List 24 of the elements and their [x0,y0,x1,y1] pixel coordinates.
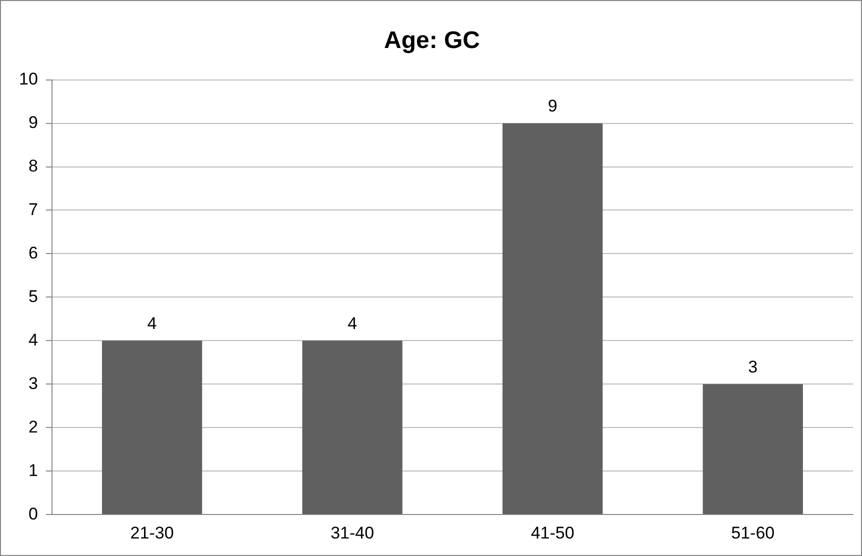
y-tick-label: 2 [28,417,38,436]
data-label: 4 [348,314,358,333]
y-tick-label: 1 [28,460,38,480]
x-tick-label: 51-60 [731,523,775,542]
chart-title: Age: GC [384,27,480,54]
data-label: 3 [748,357,758,376]
y-tick-label: 9 [28,112,38,132]
y-tick-label: 8 [28,156,38,176]
x-tick-label: 21-30 [130,523,174,542]
y-tick-label: 3 [28,374,38,393]
bar [102,340,202,514]
y-tick-label: 6 [28,243,38,262]
y-tick-label: 0 [28,504,38,524]
y-tick-label: 4 [28,330,38,350]
x-tick-label: 41-50 [530,523,574,542]
y-tick-label: 5 [28,286,38,306]
bar [502,123,603,514]
data-label: 4 [147,314,157,333]
data-label: 9 [548,96,558,116]
y-tick-label: 7 [28,200,38,219]
x-tick-label: 31-40 [330,523,374,542]
bar [302,340,402,514]
bar [702,384,803,514]
y-tick-label: 10 [18,69,38,88]
